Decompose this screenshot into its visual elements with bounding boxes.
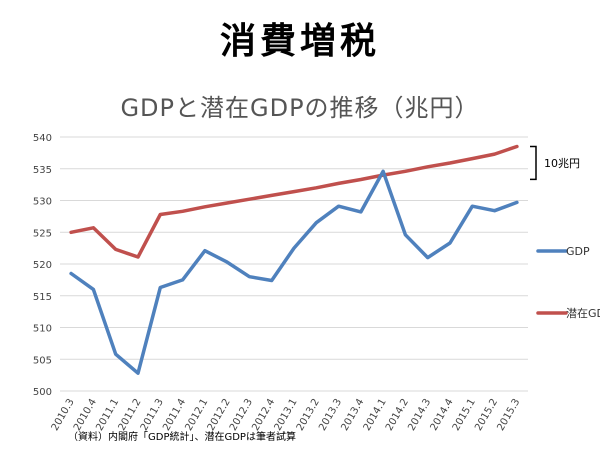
legend: GDP 潜在GDP xyxy=(536,245,600,320)
series-line-potential-gdp xyxy=(69,144,519,259)
y-tick-label: 505 xyxy=(33,355,52,366)
y-tick-label: 515 xyxy=(33,292,52,303)
slide-title: 消費増税 xyxy=(219,21,380,62)
y-tick-label: 500 xyxy=(33,387,52,398)
gap-bracket-label: 10兆円 xyxy=(544,157,580,170)
series-line-gdp xyxy=(69,169,519,375)
legend-label-gdp: GDP xyxy=(566,245,590,258)
y-tick-label: 525 xyxy=(33,228,52,239)
y-axis-ticks: 500 505 510 515 520 525 530 535 540 xyxy=(33,133,52,398)
y-tick-label: 540 xyxy=(33,133,52,144)
chart-title: GDPと潜在GDPの推移（兆円） xyxy=(120,94,480,122)
source-note: （資料）内閣府「GDP統計」、潜在GDPは筆者試算 xyxy=(68,432,296,443)
y-tick-label: 520 xyxy=(33,260,52,271)
gap-bracket-shape xyxy=(530,145,537,181)
y-tick-label: 510 xyxy=(33,324,52,335)
grid-lines xyxy=(60,136,528,392)
y-tick-label: 530 xyxy=(33,197,52,208)
legend-label-potential: 潜在GDP xyxy=(566,306,600,320)
series-lines xyxy=(69,144,519,375)
gap-bracket: 10兆円 xyxy=(530,145,580,181)
y-tick-label: 535 xyxy=(33,165,52,176)
